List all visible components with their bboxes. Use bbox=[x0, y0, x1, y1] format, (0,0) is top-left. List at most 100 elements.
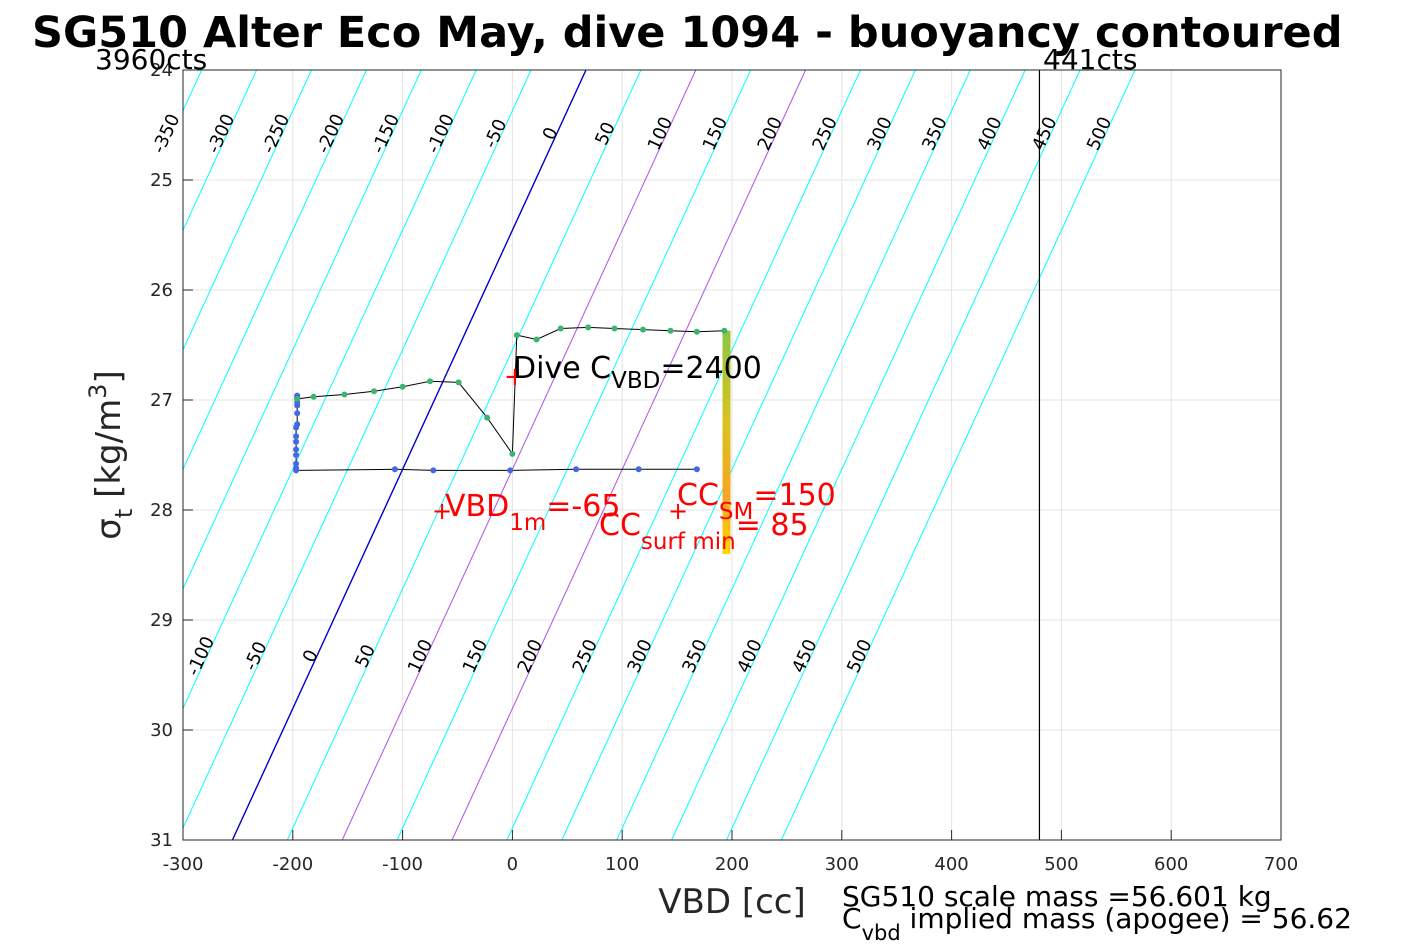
buoyancy-contours bbox=[0, 70, 1136, 840]
y-axis-sup: 3 bbox=[84, 384, 112, 399]
y-tick-label: 29 bbox=[150, 610, 173, 631]
vbd-1m-post: =-65 bbox=[546, 489, 620, 524]
footer-implied-mass: Cvbd implied mass (apogee) = 56.62 bbox=[842, 902, 1352, 945]
data-point bbox=[667, 327, 674, 334]
cc-sm-label: CCSM=150 bbox=[677, 478, 836, 525]
contour-line bbox=[780, 70, 1136, 840]
data-point bbox=[341, 391, 348, 398]
contour-line bbox=[183, 70, 258, 232]
y-tick-label: 26 bbox=[150, 280, 173, 301]
contour-line bbox=[183, 70, 532, 830]
dive-cvbd-label: Dive CVBD=2400 bbox=[513, 351, 762, 394]
x-tick-label: 100 bbox=[605, 854, 639, 875]
top-left-label: 3960cts bbox=[95, 43, 207, 76]
data-point bbox=[293, 452, 300, 458]
dive-cvbd-post: =2400 bbox=[660, 351, 761, 386]
contour-line bbox=[561, 70, 916, 840]
x-tick-label: 600 bbox=[1154, 854, 1188, 875]
x-tick-label: 400 bbox=[934, 854, 968, 875]
axis-ticks: -300 -200 -100 0 100 200 300 400 500 600 700 24 25 26… bbox=[150, 60, 1298, 875]
contour-line bbox=[396, 70, 752, 840]
marker-cc-sm: + bbox=[668, 497, 688, 525]
data-point bbox=[293, 465, 300, 472]
y-axis-close: ] bbox=[89, 370, 129, 383]
y-axis-sigma: σ bbox=[89, 518, 129, 540]
dive-cvbd-pre: Dive C bbox=[513, 351, 611, 386]
y-tick-label: 30 bbox=[150, 720, 173, 741]
dive-cvbd-sub: VBD bbox=[611, 368, 660, 394]
contour-line bbox=[506, 70, 861, 840]
data-point bbox=[427, 378, 434, 385]
data-point bbox=[640, 326, 647, 333]
sm-bar bbox=[722, 330, 731, 554]
vbd-1m-sub: 1m bbox=[509, 510, 546, 536]
data-point bbox=[513, 332, 520, 339]
contour-line bbox=[231, 70, 587, 840]
cc-sm-pre: CC bbox=[677, 478, 719, 513]
contour-label: -350 bbox=[148, 111, 184, 157]
contour-line bbox=[616, 70, 971, 840]
cc-surf-min-post: = 85 bbox=[736, 508, 809, 543]
contour-line bbox=[341, 70, 697, 840]
top-right-label: 441cts bbox=[1043, 43, 1137, 76]
data-point bbox=[371, 388, 378, 395]
vbd-1m-pre: VBD bbox=[445, 489, 509, 524]
contour-line bbox=[183, 70, 477, 710]
x-tick-label: 200 bbox=[715, 854, 749, 875]
contour-line bbox=[726, 70, 1081, 840]
contour-line bbox=[0, 70, 92, 840]
data-point bbox=[507, 467, 514, 474]
footer-implied-post: implied mass (apogee) = 56.62 bbox=[901, 902, 1352, 935]
x-tick-label: 700 bbox=[1264, 854, 1298, 875]
data-point bbox=[391, 466, 398, 473]
data-point bbox=[693, 328, 700, 335]
y-tick-label: 25 bbox=[150, 170, 173, 191]
x-tick-label: -100 bbox=[382, 854, 423, 875]
data-point bbox=[293, 433, 300, 440]
data-point bbox=[585, 324, 592, 331]
y-tick-label: 27 bbox=[150, 390, 173, 411]
contour-line bbox=[183, 70, 422, 591]
footer-implied-sub: vbd bbox=[862, 921, 901, 945]
data-point bbox=[533, 336, 540, 343]
data-point bbox=[293, 460, 300, 467]
x-axis-label: VBD [cc] bbox=[658, 882, 806, 922]
data-point bbox=[294, 395, 301, 402]
cc-surf-min-pre: CC bbox=[599, 508, 641, 543]
y-axis-unit: [kg/m bbox=[89, 399, 129, 509]
data-point bbox=[310, 393, 317, 400]
y-tick-label: 31 bbox=[150, 830, 173, 851]
data-point bbox=[455, 379, 462, 386]
contour-line bbox=[451, 70, 807, 840]
dive-series bbox=[293, 324, 728, 474]
data-point bbox=[430, 467, 437, 474]
contour-line bbox=[671, 70, 1026, 840]
footer-implied-pre: C bbox=[842, 902, 862, 935]
marker-dive-cvbd: + bbox=[504, 362, 526, 392]
data-point bbox=[294, 421, 301, 428]
vbd-1m-label: VBD1m=-65 bbox=[445, 489, 620, 536]
contour-line bbox=[286, 70, 642, 840]
data-point bbox=[294, 410, 301, 417]
data-point bbox=[611, 325, 618, 332]
data-point bbox=[484, 414, 491, 421]
x-tick-label: 0 bbox=[507, 854, 518, 875]
y-tick-label: 28 bbox=[150, 500, 173, 521]
data-point bbox=[293, 446, 300, 453]
x-tick-label: 300 bbox=[825, 854, 859, 875]
data-point bbox=[721, 327, 728, 334]
y-tick-label: 24 bbox=[150, 60, 173, 81]
marker-vbd-1m: + bbox=[432, 497, 452, 525]
data-point bbox=[509, 450, 516, 457]
cc-surf-min-sub: surf min bbox=[641, 529, 736, 555]
cc-sm-sub: SM bbox=[719, 499, 753, 525]
data-point bbox=[573, 466, 580, 473]
data-point bbox=[557, 325, 564, 332]
contour-line bbox=[183, 70, 367, 471]
x-tick-label: -200 bbox=[272, 854, 313, 875]
y-axis-label: σt [kg/m3] bbox=[84, 370, 138, 539]
cc-sm-post: =150 bbox=[753, 478, 835, 513]
contour-line bbox=[183, 70, 312, 351]
data-point bbox=[293, 438, 300, 445]
